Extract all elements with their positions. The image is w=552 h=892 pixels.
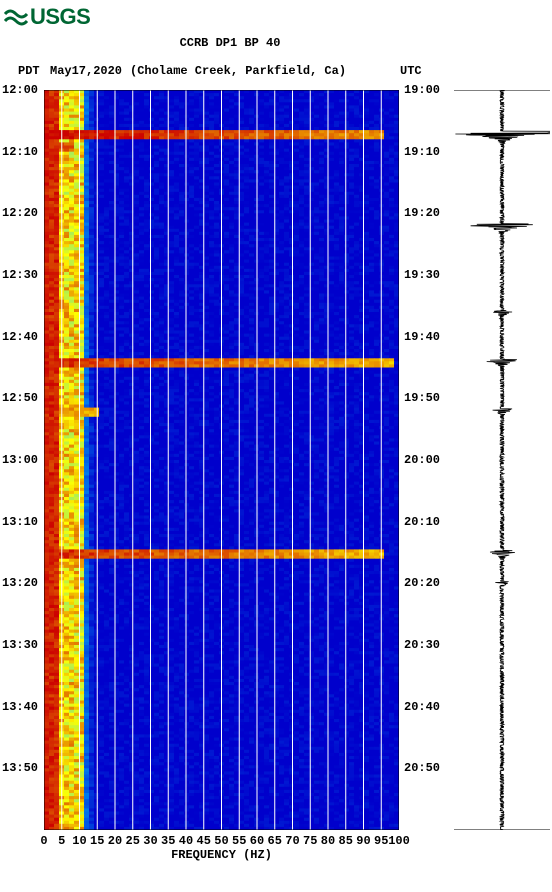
logo-text: USGS (30, 4, 90, 30)
title-block: CCRB DP1 BP 40 PDT May17,2020 (Cholame C… (0, 36, 552, 64)
y-tick-right: 20:50 (404, 761, 440, 775)
y-tick-left: 13:40 (2, 700, 38, 714)
x-tick: 30 (143, 834, 157, 848)
y-tick-left: 12:30 (2, 268, 38, 282)
x-tick: 75 (303, 834, 317, 848)
y-tick-left: 12:00 (2, 83, 38, 97)
date: May17,2020 (50, 64, 122, 78)
x-tick: 65 (268, 834, 282, 848)
x-tick: 20 (108, 834, 122, 848)
location: (Cholame Creek, Parkfield, Ca) (130, 64, 346, 78)
y-tick-left: 12:10 (2, 145, 38, 159)
x-axis-title: FREQUENCY (HZ) (44, 848, 399, 862)
y-tick-left: 13:10 (2, 515, 38, 529)
usgs-logo: USGS (4, 4, 90, 30)
x-tick: 40 (179, 834, 193, 848)
y-tick-right: 19:20 (404, 206, 440, 220)
wave-icon (4, 5, 28, 29)
plot-title: CCRB DP1 BP 40 (20, 36, 440, 50)
y-tick-right: 19:30 (404, 268, 440, 282)
y-tick-right: 19:40 (404, 330, 440, 344)
x-tick: 5 (58, 834, 65, 848)
x-tick: 55 (232, 834, 246, 848)
tz-left: PDT (18, 64, 40, 78)
y-tick-left: 12:20 (2, 206, 38, 220)
y-tick-right: 20:40 (404, 700, 440, 714)
y-tick-right: 19:00 (404, 83, 440, 97)
x-tick: 100 (388, 834, 410, 848)
y-tick-left: 13:00 (2, 453, 38, 467)
x-tick: 90 (356, 834, 370, 848)
y-tick-left: 13:50 (2, 761, 38, 775)
y-tick-left: 13:30 (2, 638, 38, 652)
y-tick-left: 13:20 (2, 576, 38, 590)
x-tick: 50 (214, 834, 228, 848)
x-tick: 10 (72, 834, 86, 848)
y-tick-left: 12:50 (2, 391, 38, 405)
x-tick: 0 (40, 834, 47, 848)
y-tick-right: 20:00 (404, 453, 440, 467)
y-tick-right: 19:10 (404, 145, 440, 159)
y-tick-right: 20:30 (404, 638, 440, 652)
spectrogram-plot (44, 90, 399, 830)
y-tick-left: 12:40 (2, 330, 38, 344)
x-tick: 85 (339, 834, 353, 848)
y-tick-right: 20:20 (404, 576, 440, 590)
x-tick: 15 (90, 834, 104, 848)
x-tick: 35 (161, 834, 175, 848)
x-tick: 60 (250, 834, 264, 848)
y-tick-right: 20:10 (404, 515, 440, 529)
y-tick-right: 19:50 (404, 391, 440, 405)
x-tick: 80 (321, 834, 335, 848)
seismogram-plot (454, 90, 550, 830)
x-tick: 95 (374, 834, 388, 848)
x-tick: 25 (126, 834, 140, 848)
x-tick: 45 (197, 834, 211, 848)
tz-right: UTC (400, 64, 422, 78)
x-tick: 70 (285, 834, 299, 848)
